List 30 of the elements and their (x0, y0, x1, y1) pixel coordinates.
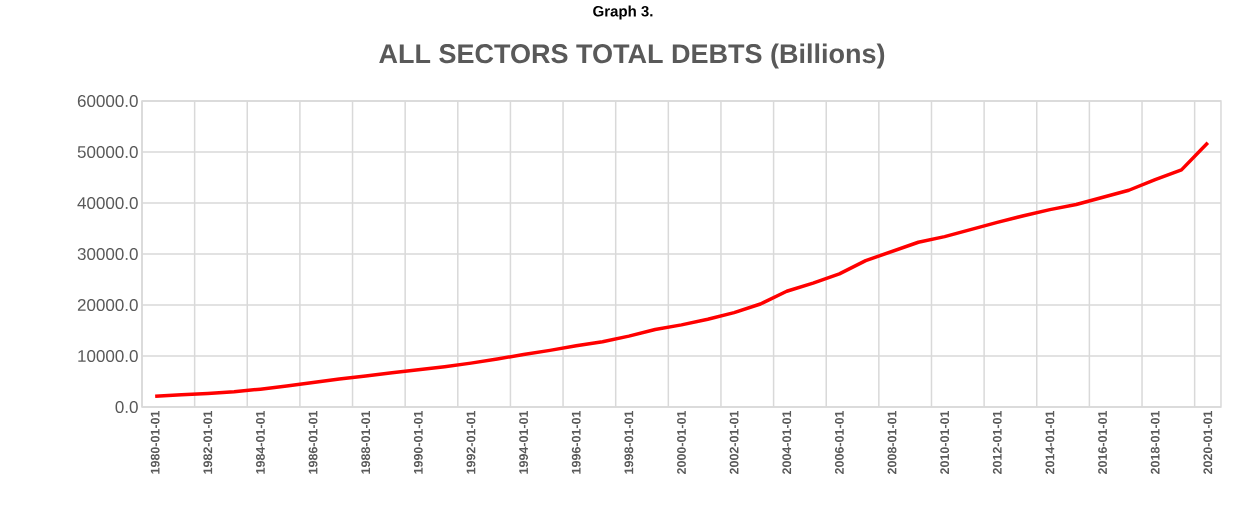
x-tick-label: 2020-01-01 (1203, 410, 1213, 475)
x-tick-label: 1990-01-01 (413, 410, 423, 474)
x-tick-label: 1980-01-01 (150, 410, 160, 474)
y-tick-label: 20000.0 (77, 298, 138, 312)
y-tick-label: 50000.0 (77, 145, 138, 159)
x-tick-label: 2016-01-01 (1098, 410, 1107, 475)
x-tick-label: 1996-01-01 (571, 410, 581, 474)
y-tick-label: 10000.0 (78, 349, 138, 363)
x-tick-label: 2010-01-01 (940, 410, 950, 475)
x-tick-label: 1984-01-01 (255, 410, 265, 474)
chart-title: ALL SECTORS TOTAL DEBTS (Billions) (379, 43, 885, 69)
x-tick-label: 2008-01-01 (887, 410, 897, 475)
x-tick-label: 2000-01-01 (677, 410, 686, 475)
x-tick-label: 1994-01-01 (519, 410, 529, 474)
y-tick-label: 40000.0 (77, 196, 138, 210)
x-tick-label: 2018-01-01 (1150, 410, 1160, 475)
caption: Graph 3. (593, 5, 653, 20)
x-tick-label: 2014-01-01 (1045, 410, 1055, 475)
x-tick-label: 2012-01-01 (992, 410, 1002, 475)
x-tick-label: 2004-01-01 (782, 410, 792, 475)
x-tick-label: 2002-01-01 (729, 410, 739, 475)
x-tick-label: 1988-01-01 (361, 410, 371, 474)
x-tick-label: 1982-01-01 (203, 410, 213, 474)
y-tick-label: 0.0 (115, 400, 138, 414)
x-tick-label: 2006-01-01 (834, 410, 844, 475)
x-tick-label: 1986-01-01 (308, 410, 318, 474)
x-tick-label: 1992-01-01 (466, 410, 476, 474)
y-tick-label: 30000.0 (77, 247, 138, 261)
y-tick-label: 60000.0 (77, 94, 138, 108)
x-tick-label: 1998-01-01 (624, 410, 634, 474)
